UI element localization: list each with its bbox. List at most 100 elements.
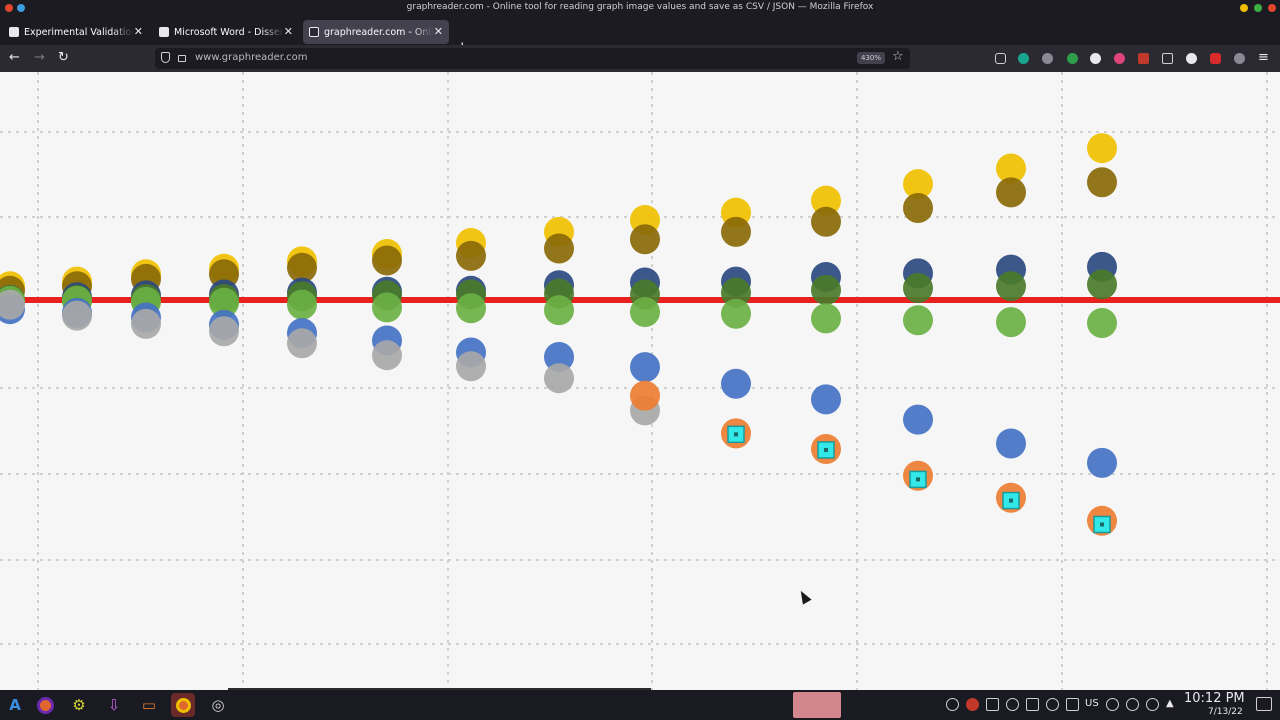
data-point [287, 289, 317, 320]
window-title: graphreader.com - Online tool for readin… [406, 2, 874, 12]
close-window-button[interactable] [1268, 4, 1276, 12]
data-point [811, 274, 841, 305]
minimize-button[interactable] [1240, 4, 1248, 12]
tab-microsoft-word[interactable]: Microsoft Word - Dissertat ✕ [153, 20, 299, 44]
adblock-icon[interactable] [1210, 53, 1221, 64]
tab-label: Microsoft Word - Dissertat [174, 26, 284, 38]
data-point [544, 295, 574, 326]
data-point [996, 307, 1026, 338]
tray-audio-icon[interactable] [1046, 698, 1059, 711]
extension-puzzle-icon[interactable] [1234, 53, 1245, 64]
software-installer-icon[interactable]: ⇩ [107, 696, 121, 714]
tab-graphreader[interactable]: graphreader.com - Online ✕ [303, 20, 449, 44]
data-point [996, 428, 1026, 459]
extension-pink-icon[interactable] [1114, 53, 1125, 64]
data-point [721, 368, 751, 399]
extension-s-icon[interactable] [1186, 53, 1197, 64]
graph-image[interactable] [0, 72, 1280, 690]
pocket-icon[interactable] [995, 53, 1006, 64]
data-point [209, 316, 239, 347]
tray-battery-icon[interactable] [1066, 698, 1079, 711]
window-menu-dot[interactable] [5, 4, 13, 12]
bookmark-star-icon[interactable]: ☆ [892, 49, 904, 64]
forward-arrow-icon[interactable]: → [34, 50, 45, 65]
data-point-marker-center [824, 447, 828, 452]
show-desktop-icon[interactable] [1256, 697, 1272, 711]
data-point [131, 308, 161, 339]
settings-gear-icon[interactable]: ⚙ [72, 696, 86, 714]
data-point [811, 185, 841, 216]
data-point [903, 305, 933, 336]
graph-viewport[interactable]: normal [0, 72, 1280, 690]
data-point [903, 404, 933, 435]
data-point [372, 292, 402, 323]
data-point [287, 328, 317, 359]
tray-user-icon[interactable] [1006, 698, 1019, 711]
window-pin-dot[interactable] [17, 4, 25, 12]
lock-icon[interactable] [178, 55, 186, 62]
data-point-marker-center [1009, 498, 1013, 503]
data-point [287, 252, 317, 283]
tray-screen-icon[interactable] [986, 698, 999, 711]
extension-glasses-icon[interactable] [1042, 53, 1053, 64]
clock-time[interactable]: 10:12 PM [1184, 691, 1245, 706]
data-point [1087, 167, 1117, 198]
data-point [721, 277, 751, 308]
data-point [903, 193, 933, 223]
data-point [1087, 308, 1117, 338]
document-favicon-icon [159, 27, 169, 37]
taskbar-window-preview[interactable] [793, 692, 841, 718]
extension-leaf-icon[interactable] [1067, 53, 1078, 64]
clock-date[interactable]: 7/13/22 [1208, 707, 1243, 717]
data-point [1087, 447, 1117, 478]
tab-experimental-validation[interactable]: Experimental Validation of ✕ [3, 20, 149, 44]
tray-volume-icon[interactable] [1146, 698, 1159, 711]
navigation-toolbar: ← → ↻ www.graphreader.com 430% ☆ ≡ [0, 45, 1280, 72]
document-favicon-icon [9, 27, 19, 37]
hamburger-menu-icon[interactable]: ≡ [1258, 50, 1269, 65]
close-tab-icon[interactable]: ✕ [283, 25, 293, 38]
data-point [1087, 269, 1117, 300]
close-tab-icon[interactable]: ✕ [133, 25, 143, 38]
data-point [903, 169, 933, 200]
data-point [630, 296, 660, 327]
keyboard-layout[interactable]: US [1085, 698, 1099, 709]
file-manager-folder-icon[interactable]: ▭ [141, 696, 157, 714]
app-launcher-icon[interactable]: A [9, 696, 21, 714]
tray-red-icon[interactable] [966, 698, 979, 711]
zoom-level-badge[interactable]: 430% [857, 52, 886, 64]
extension-red-icon[interactable] [1138, 53, 1149, 64]
data-point [372, 245, 402, 276]
tray-obs-icon[interactable] [946, 698, 959, 711]
data-point [544, 363, 574, 394]
tray-wifi-icon[interactable] [1126, 698, 1139, 711]
tray-clipboard-icon[interactable] [1026, 698, 1039, 711]
data-point [456, 293, 486, 324]
address-bar[interactable]: www.graphreader.com 430% ☆ [155, 48, 910, 69]
data-point [209, 287, 239, 318]
extension-reader-icon[interactable] [1162, 53, 1173, 64]
obs-icon[interactable]: ◎ [211, 696, 225, 714]
firefox-launcher-icon[interactable] [33, 693, 57, 717]
back-arrow-icon[interactable]: ← [9, 50, 20, 65]
horizontal-scrollbar[interactable] [228, 688, 651, 690]
maximize-button[interactable] [1254, 4, 1262, 12]
firefox-running-icon[interactable] [171, 693, 195, 717]
tray-expand-icon[interactable]: ▲ [1166, 698, 1174, 709]
extension-green-icon[interactable] [1018, 53, 1029, 64]
close-tab-icon[interactable]: ✕ [433, 25, 443, 38]
data-point [544, 342, 574, 373]
url-text[interactable]: www.graphreader.com [195, 52, 308, 63]
data-point-marker-center [734, 432, 738, 437]
tracking-shield-icon[interactable] [161, 52, 170, 63]
tray-microphone-icon[interactable] [1106, 698, 1119, 711]
data-point [811, 206, 841, 237]
reload-icon[interactable]: ↻ [58, 50, 69, 65]
data-point-marker-center [916, 477, 920, 482]
data-point [62, 300, 92, 331]
data-point [630, 224, 660, 255]
tab-label: Experimental Validation of [24, 26, 134, 38]
extension-p-icon[interactable] [1090, 53, 1101, 64]
data-point [630, 380, 660, 411]
data-point-marker-center [1100, 522, 1104, 527]
